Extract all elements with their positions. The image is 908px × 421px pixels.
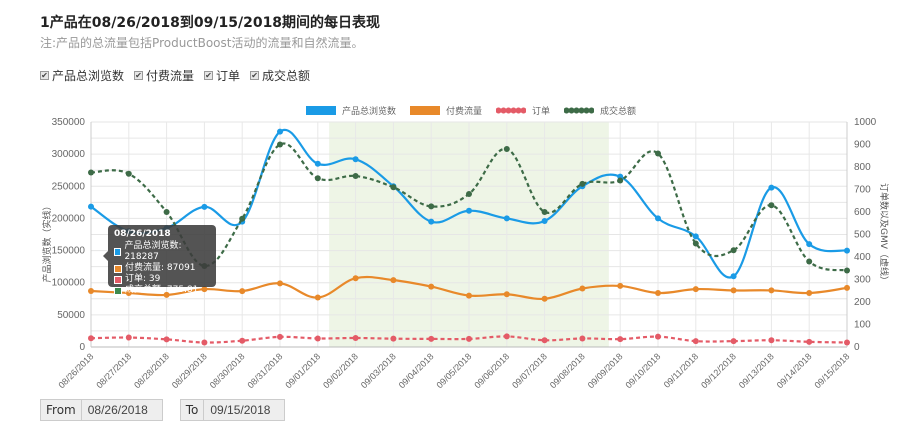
checkbox-icon[interactable]: ✔	[40, 71, 49, 80]
checkbox-icon[interactable]: ✔	[204, 71, 214, 80]
tooltip-swatch-icon	[114, 248, 122, 256]
legend-label: 产品总浏览数	[342, 107, 397, 117]
tooltip-swatch-icon	[114, 286, 122, 295]
svg-text:08/29/2018: 08/29/2018	[170, 351, 209, 390]
svg-text:09/05/2018: 09/05/2018	[434, 351, 473, 390]
y-axis-right-title: 订单数以及GMV（虚线）	[878, 183, 890, 285]
svg-text:50000: 50000	[57, 310, 85, 321]
chart-tooltip: 08/26/2018 产品总浏览数: 218287 付费流量: 87091 订单…	[108, 225, 216, 295]
toggle-gmv[interactable]: ✔ 成交总额	[250, 67, 310, 84]
svg-text:800: 800	[854, 162, 871, 173]
svg-text:150000: 150000	[52, 246, 86, 257]
tooltip-row: 产品总浏览数: 218287	[114, 241, 210, 263]
svg-text:09/15/2018: 09/15/2018	[812, 351, 851, 390]
legend-item-gmv[interactable]: 成交总额	[564, 104, 636, 117]
svg-text:100000: 100000	[52, 278, 86, 289]
svg-text:1000: 1000	[854, 117, 877, 128]
svg-text:200: 200	[854, 297, 871, 308]
date-range: From To	[40, 399, 286, 421]
svg-text:08/28/2018: 08/28/2018	[132, 351, 171, 390]
svg-text:700: 700	[854, 185, 871, 196]
from-date-field: From	[40, 399, 163, 421]
svg-text:500: 500	[854, 230, 871, 241]
legend-label: 成交总额	[600, 107, 637, 117]
toggle-paid-traffic[interactable]: ✔ 付费流量	[134, 67, 194, 84]
svg-text:300000: 300000	[52, 149, 86, 160]
svg-text:400: 400	[854, 252, 871, 263]
svg-text:900: 900	[854, 140, 871, 151]
tooltip-date: 08/26/2018	[114, 229, 171, 239]
tooltip-row: 付费流量: 87091	[114, 263, 210, 274]
svg-text:08/26/2018: 08/26/2018	[56, 351, 95, 390]
tooltip-value: 产品总浏览数: 218287	[124, 241, 182, 262]
toggle-label: 成交总额	[262, 69, 311, 83]
legend-item-paid-traffic[interactable]: 付费流量	[410, 104, 482, 117]
svg-text:09/11/2018: 09/11/2018	[662, 351, 700, 389]
from-label: From	[41, 400, 82, 420]
toggle-product-views[interactable]: ✔ 产品总浏览数	[40, 67, 124, 84]
svg-text:600: 600	[854, 207, 871, 218]
svg-text:09/03/2018: 09/03/2018	[359, 351, 398, 390]
svg-text:350000: 350000	[52, 117, 86, 128]
svg-text:100: 100	[854, 320, 871, 331]
tooltip-swatch-icon	[114, 275, 122, 284]
legend-item-product-views[interactable]: 产品总浏览数	[306, 104, 396, 117]
tooltip-value: 付费流量: 87091	[125, 263, 196, 273]
legend-swatch-icon	[564, 106, 595, 115]
svg-text:09/09/2018: 09/09/2018	[586, 351, 625, 390]
svg-text:09/10/2018: 09/10/2018	[623, 351, 662, 390]
svg-text:09/07/2018: 09/07/2018	[510, 351, 549, 390]
y-axis-left-title: 产品浏览数（实线）	[41, 201, 53, 282]
daily-performance-chart: 0 50000 100000 150000 200000 250000 300000 3500…	[41, 117, 890, 390]
toggle-orders[interactable]: ✔ 订单	[204, 67, 240, 84]
toggle-label: 付费流量	[146, 69, 195, 83]
page-title: 1产品在08/26/2018到09/15/2018期间的每日表现	[40, 15, 381, 31]
checkbox-icon[interactable]: ✔	[250, 71, 260, 80]
svg-text:09/08/2018: 09/08/2018	[548, 351, 587, 390]
svg-text:08/30/2018: 08/30/2018	[208, 351, 247, 390]
svg-text:300: 300	[854, 275, 871, 286]
toggle-label: 订单	[216, 69, 241, 83]
toggle-label: 产品总浏览数	[52, 69, 125, 83]
svg-text:09/06/2018: 09/06/2018	[472, 351, 511, 390]
legend-swatch-icon	[496, 106, 527, 115]
to-label: To	[180, 400, 205, 420]
checkbox-icon[interactable]: ✔	[134, 71, 144, 80]
svg-text:250000: 250000	[52, 181, 86, 192]
tooltip-swatch-icon	[114, 264, 122, 273]
svg-text:09/04/2018: 09/04/2018	[397, 351, 436, 390]
svg-text:09/13/2018: 09/13/2018	[737, 351, 776, 390]
svg-text:09/14/2018: 09/14/2018	[775, 351, 814, 390]
tooltip-row: 订单: 39	[114, 274, 210, 285]
tooltip-row: 成交总额: 775.81	[114, 285, 210, 296]
svg-text:08/31/2018: 08/31/2018	[245, 351, 284, 390]
to-date-input[interactable]	[204, 400, 285, 420]
to-date-field: To	[179, 399, 286, 421]
tooltip-caret	[103, 251, 108, 261]
legend-label: 付费流量	[446, 107, 483, 117]
tooltip-value: 订单: 39	[125, 274, 161, 284]
series-toggles: ✔ 产品总浏览数 ✔ 付费流量 ✔ 订单 ✔ 成交总额	[40, 67, 310, 84]
svg-text:09/01/2018: 09/01/2018	[283, 351, 322, 390]
chart-legend: 产品总浏览数 付费流量 订单 成交总额	[306, 104, 644, 117]
svg-text:200000: 200000	[52, 213, 86, 224]
svg-text:0: 0	[79, 342, 85, 353]
legend-label: 订单	[532, 107, 551, 117]
svg-text:09/12/2018: 09/12/2018	[699, 351, 738, 390]
svg-text:09/02/2018: 09/02/2018	[321, 351, 360, 390]
traffic-note: 注:产品的总流量包括ProductBoost活动的流量和自然流量。	[40, 36, 364, 50]
legend-swatch-icon	[410, 106, 441, 115]
legend-swatch-icon	[306, 106, 336, 115]
svg-text:0: 0	[854, 342, 860, 353]
from-date-input[interactable]	[81, 400, 162, 420]
legend-item-orders[interactable]: 订单	[496, 104, 550, 117]
svg-text:08/27/2018: 08/27/2018	[94, 351, 133, 390]
tooltip-value: 成交总额: 775.81	[125, 285, 199, 295]
